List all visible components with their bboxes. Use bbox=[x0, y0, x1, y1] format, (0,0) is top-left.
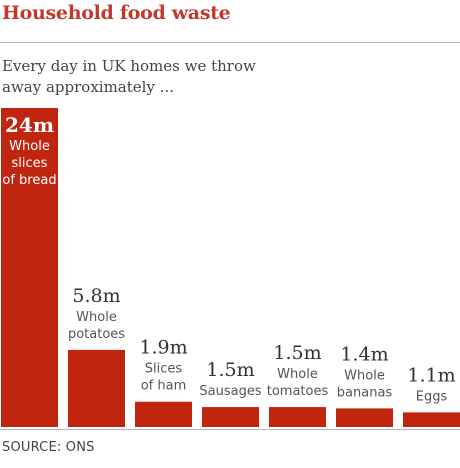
value-label-6: 1.4m bbox=[340, 343, 388, 365]
bar-5 bbox=[269, 407, 326, 427]
chart-title: Household food waste bbox=[2, 2, 231, 24]
value-label-5: 1.5m bbox=[273, 342, 321, 364]
category-label-5: Whole tomatoes bbox=[267, 367, 329, 399]
category-label-4: Sausages bbox=[199, 384, 261, 399]
category-label-6: Whole bananas bbox=[337, 368, 393, 400]
bar-2 bbox=[68, 349, 125, 427]
bar-4 bbox=[202, 407, 259, 427]
bar-7 bbox=[403, 412, 460, 427]
bottom-divider bbox=[0, 429, 460, 430]
value-label-2: 5.8m bbox=[72, 285, 120, 307]
category-label-7: Eggs bbox=[416, 389, 448, 404]
value-label-7: 1.1m bbox=[407, 364, 455, 386]
category-label-3: Slices of ham bbox=[141, 362, 187, 394]
top-divider bbox=[0, 42, 460, 43]
value-label-4: 1.5m bbox=[206, 359, 254, 381]
bar-6 bbox=[336, 408, 393, 427]
chart-subtitle: Every day in UK homes we throw away appr… bbox=[2, 57, 256, 96]
bar-1 bbox=[1, 108, 58, 427]
value-label-3: 1.9m bbox=[139, 337, 187, 359]
source-note: SOURCE: ONS bbox=[2, 440, 95, 455]
bar-3 bbox=[135, 401, 192, 427]
category-label-1: Whole slices of bread bbox=[2, 139, 56, 188]
value-label-1: 24m bbox=[5, 113, 54, 137]
category-label-2: Whole potatoes bbox=[68, 310, 125, 342]
